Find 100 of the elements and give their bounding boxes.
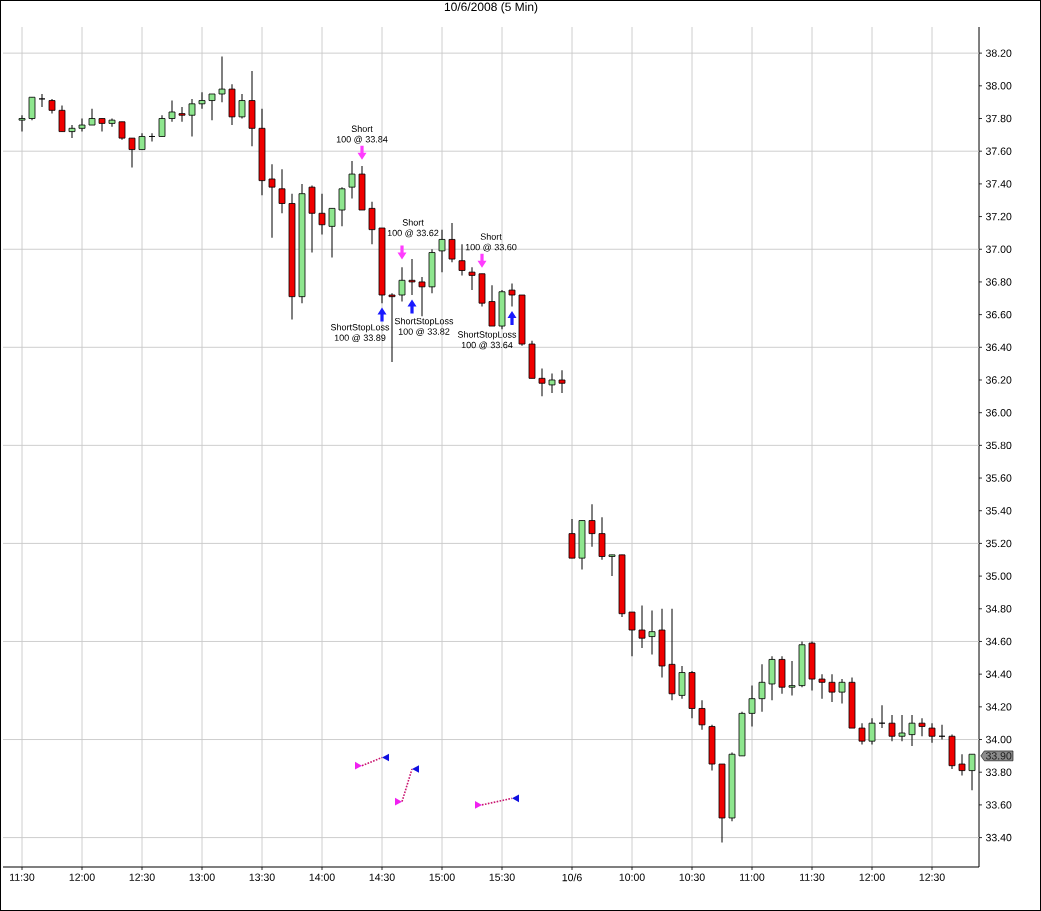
candlestick <box>888 714 896 742</box>
candlestick <box>208 93 216 121</box>
y-tick-label: 34.60 <box>985 637 1012 646</box>
candlestick <box>508 283 516 307</box>
y-tick-label: 37.60 <box>985 147 1012 155</box>
candlestick <box>748 685 756 727</box>
y-tick-label: 33.60 <box>985 801 1012 809</box>
data-label: 100 @ 33.64 <box>461 341 513 350</box>
candlestick <box>438 229 446 273</box>
y-tick-label: 33.80 <box>985 768 1012 776</box>
candlestick <box>128 137 136 169</box>
y-tick-label: 36.40 <box>985 343 1012 352</box>
data-label: 100 @ 33.60 <box>465 243 517 252</box>
text: ShortStopLoss <box>394 317 454 327</box>
y-tick-label: 34.20 <box>985 703 1012 711</box>
candlestick <box>278 168 286 214</box>
candlestick <box>638 605 646 649</box>
data-label: 100 @ 33.84 <box>336 135 388 144</box>
y-tick-label: 38.20 <box>985 49 1012 57</box>
candlestick <box>338 186 346 227</box>
candlestick <box>88 108 96 126</box>
y-tick-label: 35.40 <box>985 507 1012 515</box>
x-tick-label: 11:00 <box>740 873 765 881</box>
candlestick <box>418 276 426 317</box>
candlestick <box>548 372 556 394</box>
x-tick-label: 12:00 <box>69 873 95 881</box>
y-tick-label: 34.00 <box>985 735 1012 744</box>
y-tick-label: 34.40 <box>985 670 1012 678</box>
candlestick <box>328 207 336 258</box>
x-tick-label: 11:30 <box>800 873 825 881</box>
x-tick-label: 10:00 <box>619 873 645 881</box>
candlestick <box>968 753 976 791</box>
text: Short <box>351 125 373 132</box>
series-label: Short <box>480 233 502 240</box>
y-tick-label: 37.40 <box>985 180 1012 188</box>
candlestick <box>598 516 606 561</box>
candlestick <box>18 114 26 133</box>
text: ShortStopLoss <box>457 331 517 340</box>
y-tick-label: 35.60 <box>985 474 1012 482</box>
candlestick <box>398 266 406 303</box>
candlestick <box>818 673 826 700</box>
x-tick-label: 15:30 <box>489 873 515 881</box>
y-tick-label: 36.60 <box>985 310 1012 319</box>
candlestick <box>268 163 276 239</box>
candlestick <box>558 369 566 394</box>
y-tick-label: 36.00 <box>985 408 1012 417</box>
candlestick <box>78 118 86 133</box>
y-tick-label: 38.00 <box>985 82 1012 90</box>
x-tick-label: 12:00 <box>859 873 885 881</box>
candlestick <box>198 91 206 110</box>
x-tick-label: 10:30 <box>679 873 705 881</box>
x-tick-label: 11:30 <box>10 873 35 881</box>
candlestick <box>58 104 66 133</box>
y-tick-label: 35.80 <box>985 441 1012 450</box>
series-label: ShortStopLoss <box>330 323 390 333</box>
candlestick <box>38 93 46 108</box>
candlestick <box>158 114 166 137</box>
candlestick <box>698 699 706 731</box>
x-tick-label: 13:30 <box>249 873 275 881</box>
candlestick <box>538 368 546 397</box>
candlestick <box>28 96 36 121</box>
candlestick <box>98 118 106 133</box>
candlestick <box>918 717 926 737</box>
y-tick-label: 33.40 <box>985 833 1012 842</box>
candlestick <box>448 222 456 263</box>
data-label: 100 @ 33.62 <box>387 229 439 238</box>
x-tick-label: 14:30 <box>369 873 395 881</box>
candlestick <box>588 503 596 548</box>
candlestick <box>348 160 356 200</box>
candlestick <box>898 714 906 742</box>
candlestick <box>648 609 656 656</box>
candlestick <box>628 611 636 657</box>
candlestick <box>238 93 246 120</box>
candlestick <box>458 243 466 276</box>
y-tick-label: 35.20 <box>985 539 1012 548</box>
y-tick-label: 34.80 <box>985 605 1012 613</box>
candlestick <box>958 753 966 776</box>
candlestick <box>678 665 686 700</box>
y-tick-label: 37.00 <box>985 245 1012 253</box>
candlestick <box>608 554 616 577</box>
candlestick <box>928 722 936 744</box>
candlestick <box>908 714 916 747</box>
y-tick-label: 37.20 <box>985 212 1012 221</box>
y-tick-label: 36.20 <box>985 376 1012 384</box>
x-tick-label: 12:30 <box>919 873 945 881</box>
x-tick-label: 12:30 <box>129 873 155 881</box>
y-tick-label: 35.00 <box>985 572 1012 580</box>
candlestick <box>758 663 766 713</box>
data-label: 100 @ 33.89 <box>334 334 386 343</box>
candlestick <box>858 722 866 745</box>
x-tick-label: 10/6 <box>562 873 582 882</box>
annotation: 33.90 <box>985 752 1012 760</box>
candlestick <box>408 258 416 296</box>
data-label: 100 @ 33.82 <box>398 328 450 336</box>
chart-title: 10/6/2008 (5 Min) <box>444 2 538 14</box>
candlestick <box>468 266 476 291</box>
x-tick-label: 14:00 <box>309 873 335 881</box>
y-tick-label: 37.80 <box>985 114 1012 123</box>
candlestick <box>168 100 176 123</box>
candlestick <box>838 678 846 705</box>
